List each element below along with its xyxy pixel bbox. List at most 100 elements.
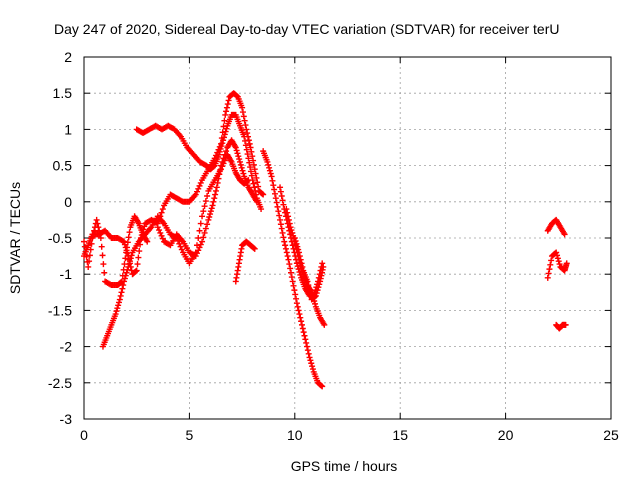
data-point: [233, 147, 240, 154]
series-track-13: [553, 321, 569, 332]
data-point: [295, 246, 302, 253]
data-point: [312, 292, 319, 299]
data-point: [159, 235, 166, 242]
data-point: [294, 263, 301, 270]
data-point: [270, 182, 277, 189]
data-point: [296, 253, 303, 260]
y-tick-label: -2: [60, 339, 73, 355]
data-point: [212, 191, 219, 198]
y-tick-label: 2: [64, 49, 72, 65]
data-point: [244, 130, 251, 137]
data-point: [321, 321, 328, 328]
y-tick-label: 1: [64, 121, 72, 137]
data-point: [217, 166, 224, 173]
data-point: [239, 109, 246, 116]
data-point: [265, 161, 272, 168]
data-point: [157, 229, 164, 236]
data-point: [200, 234, 207, 241]
data-point: [298, 321, 305, 328]
data-point: [195, 235, 202, 241]
data-point: [239, 104, 246, 111]
data-point: [99, 252, 106, 259]
data-point: [271, 186, 278, 193]
data-point: [101, 269, 108, 276]
data-point: [306, 354, 313, 361]
data-point: [125, 234, 132, 241]
data-point: [312, 293, 319, 300]
data-point: [252, 187, 259, 194]
data-point: [156, 227, 163, 234]
data-point: [553, 249, 560, 256]
data-point: [240, 170, 247, 177]
data-point: [243, 126, 250, 133]
data-point: [114, 305, 121, 312]
data-point: [561, 231, 568, 238]
grid: [84, 57, 611, 419]
data-point: [122, 272, 129, 279]
data-point: [312, 300, 319, 307]
data-point: [285, 256, 292, 263]
data-point: [298, 260, 305, 267]
data-point: [271, 190, 278, 197]
data-point: [296, 269, 303, 276]
data-point: [144, 238, 151, 245]
data-point: [303, 339, 310, 346]
data-point: [178, 246, 185, 253]
data-point: [315, 284, 322, 291]
data-point: [126, 229, 133, 236]
data-point: [221, 151, 228, 158]
data-point: [200, 208, 207, 215]
data-point: [234, 150, 241, 157]
x-tick-label: 5: [186, 427, 194, 443]
data-point: [253, 198, 260, 205]
data-point: [124, 250, 131, 257]
data-point: [243, 146, 250, 153]
data-point: [288, 227, 295, 234]
data-point: [278, 225, 285, 232]
data-point: [284, 253, 291, 260]
data-point: [98, 243, 105, 250]
data-point: [266, 164, 273, 171]
data-point: [121, 241, 128, 248]
data-point: [296, 249, 303, 256]
data-point: [304, 347, 311, 354]
y-tick-label: -2.5: [48, 375, 72, 391]
data-point: [197, 179, 204, 186]
data-point: [95, 224, 102, 231]
data-point: [121, 278, 128, 285]
data-point: [86, 258, 93, 265]
data-point: [554, 252, 561, 259]
data-point: [242, 122, 249, 129]
data-point: [115, 302, 122, 309]
data-point: [202, 198, 209, 205]
data-point: [245, 155, 252, 162]
data-point: [295, 266, 302, 273]
data-point: [288, 274, 295, 281]
data-point: [291, 235, 298, 241]
data-point: [242, 137, 249, 144]
data-point: [193, 188, 200, 195]
data-point: [294, 303, 301, 310]
data-point: [210, 198, 217, 205]
data-point: [197, 241, 204, 248]
data-point: [274, 203, 281, 210]
data-point: [159, 206, 166, 213]
data-point: [292, 237, 299, 244]
series-track-3: [133, 111, 265, 213]
data-point: [547, 261, 554, 268]
series-track-1: [81, 213, 151, 289]
y-tick-label: -1.5: [48, 302, 72, 318]
data-point: [100, 261, 107, 268]
data-point: [250, 180, 257, 187]
data-point: [248, 172, 255, 179]
x-axis-label: GPS time / hours: [291, 458, 398, 474]
series-track-2: [81, 90, 267, 278]
series-track-10: [291, 235, 327, 303]
data-point: [287, 224, 294, 231]
data-point: [197, 220, 204, 227]
data-point: [302, 336, 309, 343]
data-point: [216, 148, 223, 155]
data-point: [126, 261, 133, 268]
data-point: [272, 195, 279, 202]
data-point: [285, 216, 292, 223]
